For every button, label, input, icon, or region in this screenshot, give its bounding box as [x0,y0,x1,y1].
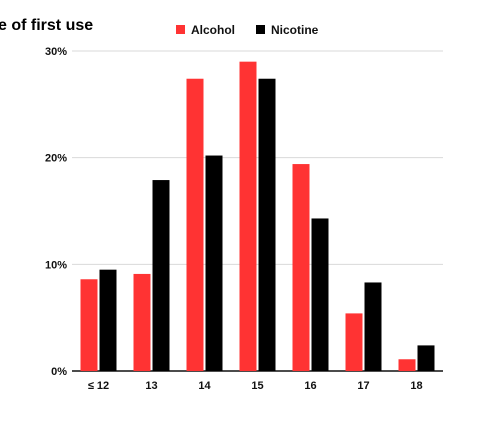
legend-label-alcohol: Alcohol [191,23,235,37]
x-tick-label: 13 [145,380,157,392]
y-tick-label: 10% [45,259,67,271]
x-tick-label: 16 [304,380,316,392]
bar-alcohol [186,78,204,371]
legend-swatch-alcohol [176,25,185,34]
gridlines [72,50,443,372]
bar-alcohol [345,313,363,371]
x-tick-label: 17 [357,380,369,392]
chart-title: e of first use [0,17,93,34]
x-axis-tick-labels: ≤ 12 13 14 15 16 17 18 [88,380,423,392]
y-axis-tick-labels: 0% 10% 20% 30% [45,46,67,378]
bar-alcohol [80,279,98,371]
x-tick-label: 15 [251,380,263,392]
y-tick-label: 20% [45,153,67,165]
bar-nicotine [417,345,435,371]
bar-alcohol [133,273,151,371]
legend-label-nicotine: Nicotine [271,23,319,37]
bars [80,61,435,372]
x-tick-label: 18 [410,380,422,392]
legend: Alcohol Nicotine [176,23,319,37]
bar-nicotine [311,218,329,371]
y-tick-label: 0% [51,366,67,378]
x-tick-label: ≤ 12 [88,380,109,392]
bar-alcohol [292,164,310,371]
bar-nicotine [152,180,170,371]
bar-nicotine [258,78,276,371]
legend-swatch-nicotine [256,25,265,34]
bar-nicotine [99,269,117,371]
bar-alcohol [398,359,416,371]
bar-alcohol [239,61,257,372]
bar-nicotine [364,282,382,371]
x-tick-label: 14 [198,380,211,392]
bar-nicotine [205,155,223,371]
y-tick-label: 30% [45,46,67,58]
